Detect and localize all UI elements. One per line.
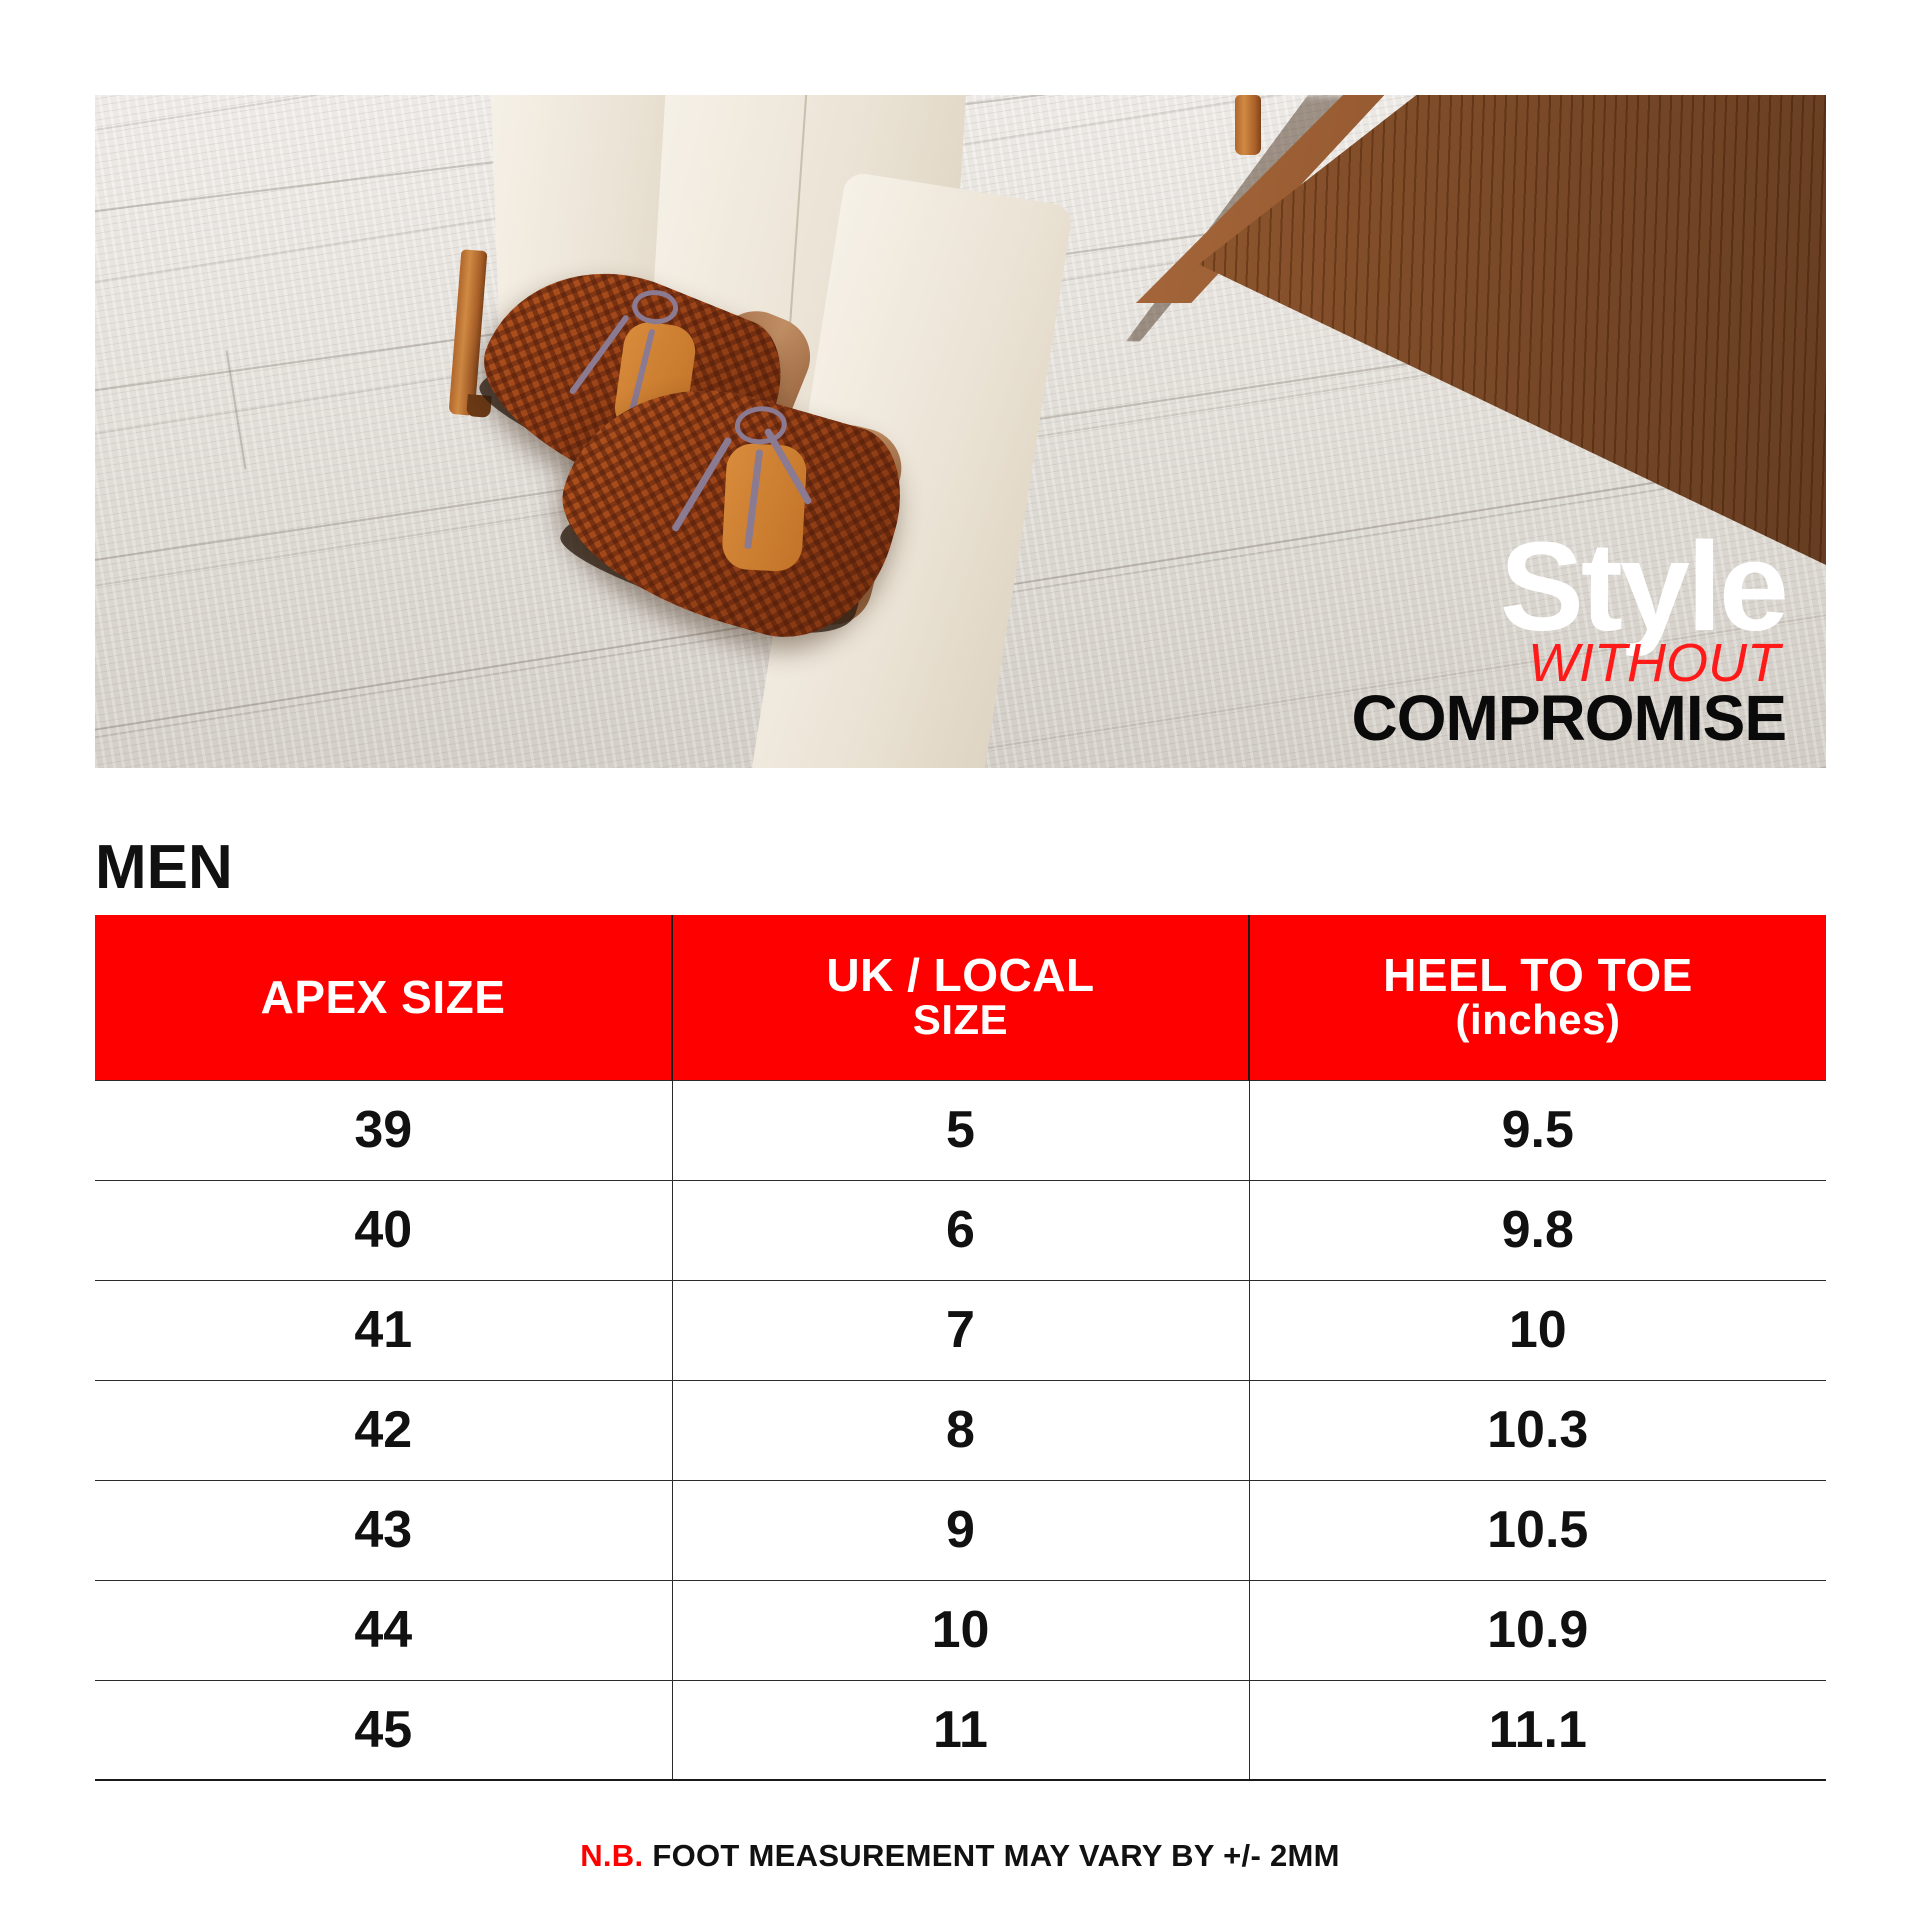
cell-heel-to-toe: 10.3 [1248, 1379, 1826, 1481]
column-header-sublabel: SIZE [912, 996, 1009, 1044]
table-row: 44 10 10.9 [95, 1579, 1826, 1681]
cell-heel-to-toe: 11.1 [1248, 1679, 1826, 1781]
cell-uk-size: 10 [671, 1579, 1250, 1681]
column-header-sublabel: (inches) [1455, 996, 1621, 1044]
column-header-label: UK / LOCAL [826, 949, 1095, 1002]
cell-apex-size: 45 [95, 1679, 673, 1781]
cell-heel-to-toe: 10.9 [1248, 1579, 1826, 1681]
chair-leg [1235, 95, 1261, 155]
table-row: 39 5 9.5 [95, 1079, 1826, 1181]
cell-apex-size: 44 [95, 1579, 673, 1681]
cell-heel-to-toe: 9.8 [1248, 1179, 1826, 1281]
table-row: 41 7 10 [95, 1279, 1826, 1381]
table-header-row: APEX SIZE UK / LOCAL SIZE HEEL TO TOE (i… [95, 915, 1826, 1080]
table-body: 39 5 9.5 40 6 9.8 41 7 10 42 8 10.3 43 9 [95, 1079, 1826, 1781]
cell-apex-size: 39 [95, 1079, 673, 1181]
table-row: 40 6 9.8 [95, 1179, 1826, 1281]
column-header-uk-local-size: UK / LOCAL SIZE [671, 915, 1250, 1080]
cell-apex-size: 40 [95, 1179, 673, 1281]
cell-uk-size: 5 [671, 1079, 1250, 1181]
column-header-label: HEEL TO TOE [1383, 949, 1693, 1002]
column-header-apex-size: APEX SIZE [95, 915, 673, 1080]
shoe-tongue [721, 442, 808, 573]
overlay-line-without: WITHOUT [1528, 633, 1780, 693]
cell-uk-size: 6 [671, 1179, 1250, 1281]
hero-overlay-text: Style WITHOUT COMPROMISE [1351, 516, 1789, 754]
cell-apex-size: 42 [95, 1379, 673, 1481]
cell-uk-size: 7 [671, 1279, 1250, 1381]
column-header-label: APEX SIZE [260, 970, 506, 1023]
size-chart-table: APEX SIZE UK / LOCAL SIZE HEEL TO TOE (i… [95, 915, 1826, 1781]
overlay-line-style: Style [1499, 516, 1789, 657]
column-header-heel-to-toe: HEEL TO TOE (inches) [1248, 915, 1826, 1080]
table-row: 42 8 10.3 [95, 1379, 1826, 1481]
cell-apex-size: 43 [95, 1479, 673, 1581]
hero-photo: Style WITHOUT COMPROMISE [95, 95, 1826, 768]
footnote-prefix: N.B. [580, 1838, 644, 1873]
table-header: APEX SIZE UK / LOCAL SIZE HEEL TO TOE (i… [95, 915, 1826, 1080]
footnote: N.B. FOOT MEASUREMENT MAY VARY BY +/- 2M… [0, 1838, 1920, 1874]
section-title: MEN [95, 833, 233, 902]
cell-heel-to-toe: 9.5 [1248, 1079, 1826, 1181]
footnote-text: FOOT MEASUREMENT MAY VARY BY +/- 2MM [652, 1838, 1340, 1873]
cell-apex-size: 41 [95, 1279, 673, 1381]
cell-heel-to-toe: 10.5 [1248, 1479, 1826, 1581]
cell-heel-to-toe: 10 [1248, 1279, 1826, 1381]
cell-uk-size: 11 [671, 1679, 1250, 1781]
cell-uk-size: 8 [671, 1379, 1250, 1481]
table-row: 45 11 11.1 [95, 1679, 1826, 1781]
cell-uk-size: 9 [671, 1479, 1250, 1581]
table-row: 43 9 10.5 [95, 1479, 1826, 1581]
overlay-line-compromise: COMPROMISE [1351, 682, 1787, 754]
